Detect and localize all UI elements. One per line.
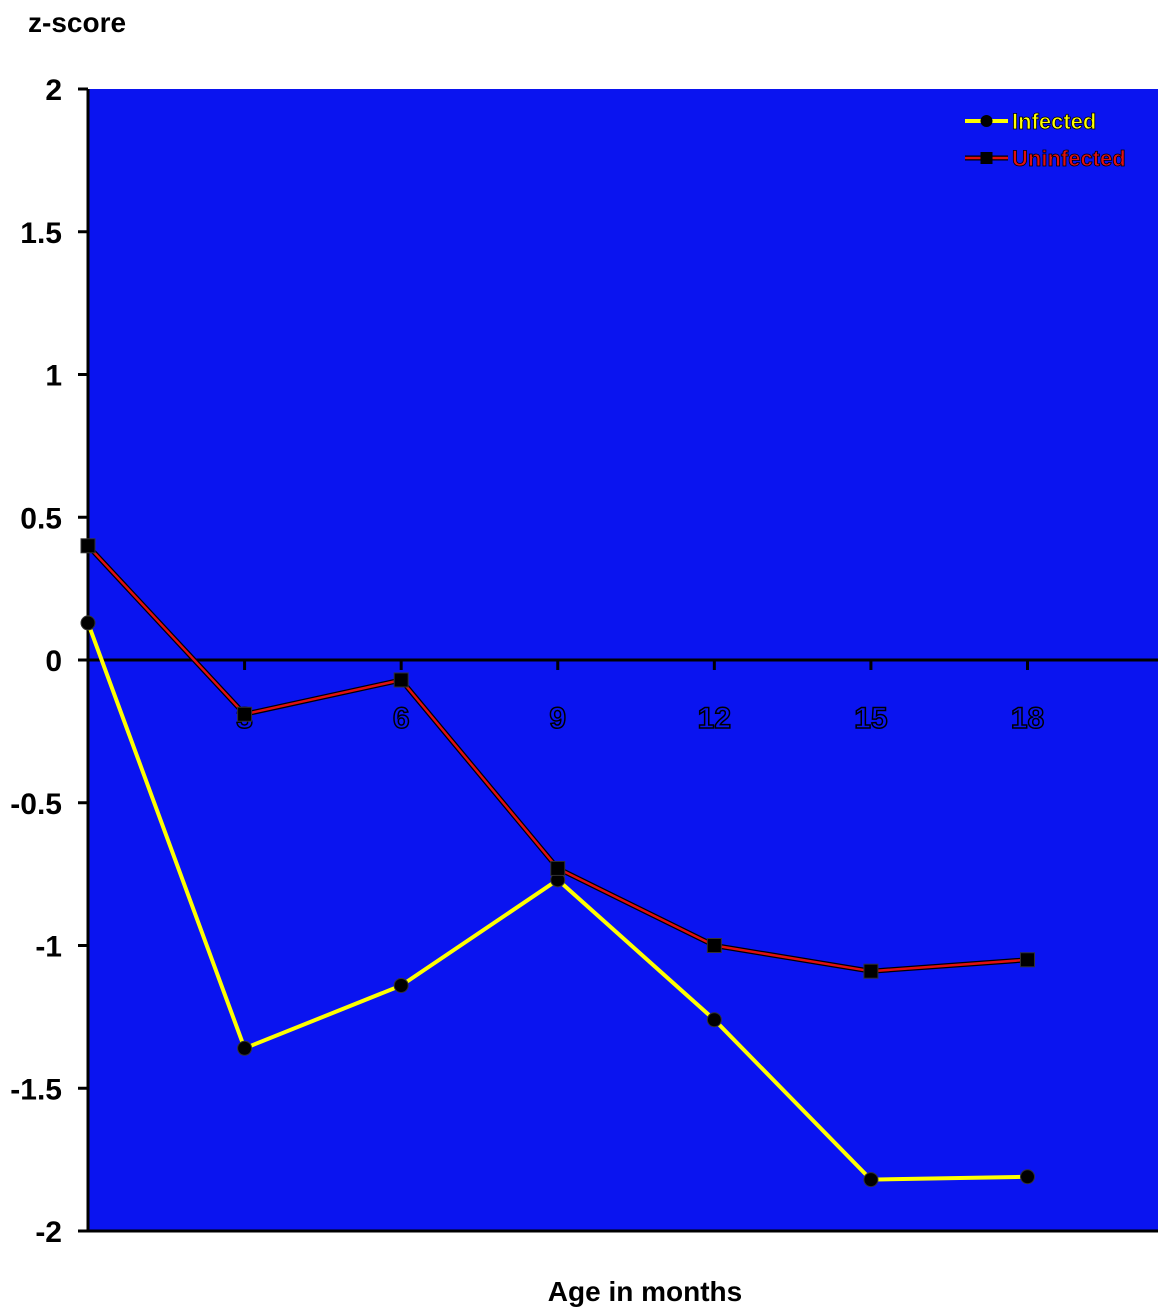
x-tick-label: 12 — [698, 702, 731, 735]
data-point-infected — [237, 1040, 253, 1056]
y-axis-ticks: -2 -1.5 -1 -0.5 0 0.5 1 1.5 2 — [10, 74, 88, 1249]
x-tick-label: 6 — [393, 702, 410, 735]
y-tick-label: 1 — [45, 360, 62, 393]
y-tick-label: 1.5 — [20, 217, 62, 250]
legend-marker-infected — [980, 115, 993, 127]
x-tick-label: 18 — [1011, 702, 1044, 735]
data-point-uninfected — [80, 538, 96, 554]
legend: Infected Uninfected — [965, 109, 1126, 171]
y-tick-label: -1 — [35, 931, 62, 964]
series-group — [80, 538, 1036, 1188]
y-tick-label: 2 — [45, 74, 62, 107]
data-point-infected — [1020, 1169, 1036, 1185]
x-tick-label: 9 — [549, 702, 566, 735]
x-tick-label: 15 — [854, 702, 887, 735]
data-point-infected — [393, 977, 409, 993]
data-point-infected — [706, 1012, 722, 1028]
x-axis-title: Age in months — [548, 1276, 742, 1307]
data-point-uninfected — [863, 963, 879, 979]
legend-marker-uninfected — [980, 152, 993, 164]
data-point-infected — [80, 615, 96, 631]
data-point-uninfected — [1020, 952, 1036, 968]
y-tick-label: -1.5 — [10, 1073, 62, 1106]
legend-entry-label: Infected — [1012, 109, 1096, 134]
y-tick-label: -0.5 — [10, 788, 62, 821]
data-point-uninfected — [706, 938, 722, 953]
data-point-uninfected — [393, 672, 409, 688]
y-tick-label: 0 — [45, 645, 62, 678]
data-point-uninfected — [237, 706, 253, 722]
data-point-uninfected — [550, 860, 566, 876]
y-axis-title: z-score — [28, 7, 126, 38]
legend-entry-label: Uninfected — [1012, 146, 1126, 171]
x-axis-ticks: 369121518 — [235, 660, 1045, 736]
data-point-infected — [863, 1172, 879, 1188]
y-tick-label: 0.5 — [20, 502, 62, 535]
y-tick-label: -2 — [35, 1216, 62, 1249]
